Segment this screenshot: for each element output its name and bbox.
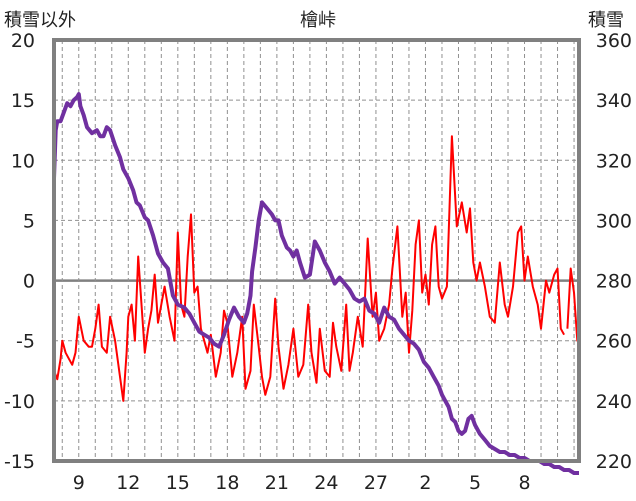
right-axis-label: 積雪 [588, 10, 624, 31]
x-tick-label: 21 [265, 472, 289, 494]
x-tick-label: 9 [73, 472, 85, 494]
y-right-tick-label: 280 [596, 271, 632, 293]
grid-lines [54, 40, 579, 461]
plot-frame [52, 38, 581, 463]
y-right-tick-label: 320 [596, 150, 632, 172]
left-axis-label: 積雪以外 [4, 10, 76, 31]
tick-labels: 20 15 10 5 0 -5 -10 -15 360 340 320 300 280 260 240 220… [4, 30, 632, 494]
x-tick-label: 2 [419, 472, 431, 494]
x-tick-label: 8 [518, 472, 530, 494]
y-right-tick-label: 360 [596, 30, 632, 52]
y-left-tick-label: -15 [4, 451, 35, 473]
x-tick-label: 27 [364, 472, 388, 494]
x-tick-label: 18 [215, 472, 239, 494]
y-left-tick-label: 15 [11, 90, 35, 112]
snow-depth-line [52, 92, 579, 475]
y-left-tick-label: -10 [4, 391, 35, 413]
x-tick-label: 15 [166, 472, 190, 494]
x-tick-label: 24 [314, 472, 338, 494]
y-right-tick-label: 220 [596, 451, 632, 473]
y-left-tick-label: 0 [23, 271, 35, 293]
y-right-tick-label: 300 [596, 210, 632, 232]
y-left-tick-label: -5 [16, 331, 35, 353]
y-left-tick-label: 5 [23, 210, 35, 232]
x-tick-label: 12 [116, 472, 140, 494]
y-right-tick-label: 260 [596, 331, 632, 353]
y-right-tick-label: 240 [596, 391, 632, 413]
x-tick-label: 5 [469, 472, 481, 494]
chart-title: 檜峠 [300, 9, 336, 31]
y-left-tick-label: 20 [11, 30, 35, 52]
y-left-tick-label: 10 [11, 150, 35, 172]
y-right-tick-label: 340 [596, 90, 632, 112]
